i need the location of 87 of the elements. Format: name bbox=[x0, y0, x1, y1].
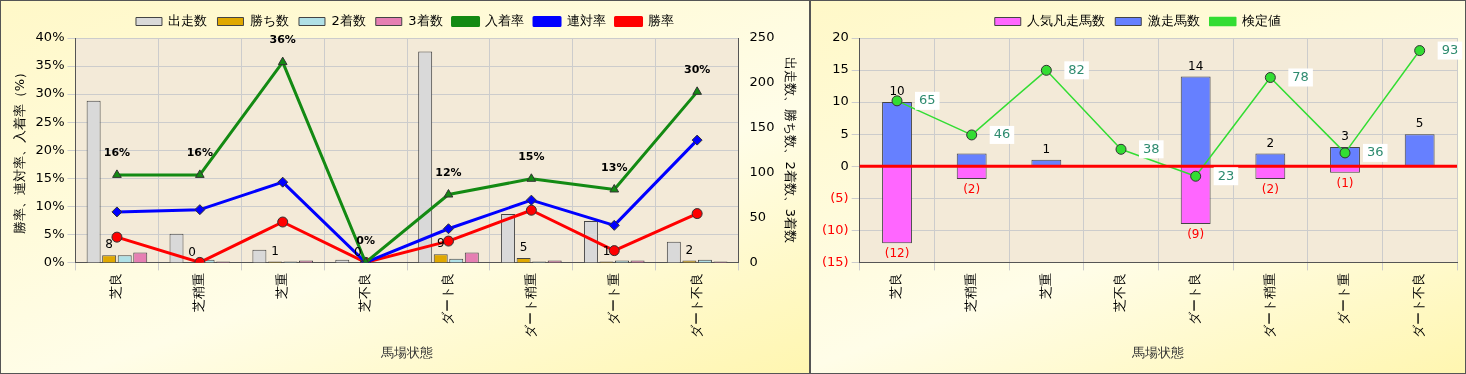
data-label: 14 bbox=[1188, 58, 1204, 73]
y-tick-label: 20% bbox=[35, 141, 65, 157]
data-label: (2) bbox=[1261, 182, 1279, 197]
y-tick-label: 0 bbox=[840, 157, 849, 173]
x-tick-label: 芝重 bbox=[1037, 273, 1053, 300]
y2-tick-label: 250 bbox=[749, 29, 775, 45]
x-tick-label: ダート不良 bbox=[1411, 273, 1427, 339]
data-label: (12) bbox=[884, 246, 910, 261]
x-tick-label: ダート良 bbox=[1187, 273, 1203, 326]
data-label: 23 bbox=[1217, 167, 1235, 183]
y-axis-title: 勝率、連対率、入着率（%） bbox=[12, 66, 28, 235]
legend-label: 連対率 bbox=[566, 12, 606, 28]
y-tick-label: (15) bbox=[822, 253, 849, 269]
x-tick-label: ダート良 bbox=[439, 273, 455, 326]
data-label: 13% bbox=[601, 160, 628, 174]
data-label: 3 bbox=[1341, 129, 1349, 144]
data-label: 1 bbox=[602, 243, 611, 258]
x-tick-label: 芝稍重 bbox=[191, 273, 207, 313]
y2-tick-label: 0 bbox=[749, 253, 758, 269]
data-label: 9 bbox=[436, 236, 445, 251]
legend-label: 出走数 bbox=[168, 12, 208, 28]
x-tick-label: ダート不良 bbox=[688, 273, 704, 339]
y2-tick-label: 100 bbox=[749, 164, 775, 180]
data-label: 93 bbox=[1441, 41, 1459, 57]
y-tick-label: 5% bbox=[43, 225, 65, 241]
x-axis-title: 馬場状態 bbox=[380, 344, 434, 360]
y-tick-label: 30% bbox=[35, 85, 65, 101]
x-tick-label: 芝重 bbox=[274, 273, 290, 300]
legend-label: 検定値 bbox=[1242, 12, 1282, 28]
x-tick-label: ダート稍重 bbox=[522, 273, 538, 339]
x-axis-title: 馬場状態 bbox=[1131, 344, 1185, 360]
data-label: 12% bbox=[435, 165, 462, 179]
legend-label: 入着率 bbox=[485, 12, 525, 28]
x-tick-label: ダート稍重 bbox=[1261, 273, 1277, 339]
data-label: 2 bbox=[1266, 135, 1275, 150]
data-label: (9) bbox=[1187, 227, 1205, 242]
x-tick-label: ダート重 bbox=[605, 273, 621, 326]
data-label: (2) bbox=[963, 182, 981, 197]
data-label: 36% bbox=[269, 33, 296, 47]
y-tick-label: 15 bbox=[832, 61, 849, 77]
y2-tick-label: 50 bbox=[749, 208, 767, 224]
y-tick-label: 15% bbox=[35, 169, 65, 185]
y-tick-label: 10 bbox=[832, 93, 849, 109]
data-label: 5 bbox=[1415, 116, 1424, 131]
data-label: 1 bbox=[271, 243, 279, 258]
legend-label: 2着数 bbox=[331, 12, 366, 28]
data-label: 2 bbox=[685, 242, 694, 257]
data-label: 5 bbox=[519, 240, 528, 255]
y-tick-label: (5) bbox=[830, 189, 849, 205]
data-label: 1 bbox=[1042, 141, 1051, 156]
legend-label: 人気凡走馬数 bbox=[1027, 12, 1106, 28]
y-tick-label: 35% bbox=[35, 57, 65, 73]
x-tick-label: 芝不良 bbox=[1112, 273, 1128, 313]
data-label: 10 bbox=[889, 84, 905, 99]
y-tick-label: (10) bbox=[822, 221, 849, 237]
data-label: 0 bbox=[354, 244, 362, 259]
data-label: 46 bbox=[993, 126, 1011, 142]
legend-label: 激走馬数 bbox=[1147, 12, 1200, 28]
y-tick-label: 5 bbox=[840, 125, 849, 141]
data-label: 36 bbox=[1367, 144, 1384, 160]
y-tick-label: 25% bbox=[35, 113, 65, 129]
x-tick-label: 芝不良 bbox=[356, 273, 372, 313]
legend-label: 勝率 bbox=[648, 12, 675, 28]
y-tick-label: 40% bbox=[35, 29, 65, 45]
y-tick-label: 10% bbox=[35, 197, 65, 213]
y2-axis-title: 出走数、勝ち数、2着数、3着数 bbox=[782, 57, 798, 243]
data-label: (1) bbox=[1336, 175, 1354, 190]
y2-tick-label: 150 bbox=[749, 119, 775, 135]
data-label: 16% bbox=[103, 146, 131, 160]
data-label: 15% bbox=[518, 150, 545, 164]
x-tick-label: 芝良 bbox=[108, 273, 124, 300]
data-label: 65 bbox=[919, 92, 936, 108]
data-label: 82 bbox=[1068, 61, 1085, 77]
y-tick-label: 0% bbox=[43, 253, 65, 269]
data-label: 0 bbox=[188, 244, 196, 259]
y2-tick-label: 200 bbox=[749, 74, 775, 90]
x-tick-label: 芝良 bbox=[888, 273, 904, 300]
data-label: 8 bbox=[105, 237, 113, 252]
y-tick-label: 20 bbox=[832, 29, 849, 45]
data-label: 38 bbox=[1143, 140, 1160, 156]
data-label: 16% bbox=[186, 146, 213, 160]
x-tick-label: ダート重 bbox=[1336, 273, 1352, 326]
legend-label: 3着数 bbox=[408, 12, 443, 28]
x-tick-label: 芝稍重 bbox=[963, 273, 979, 313]
data-label: 78 bbox=[1292, 68, 1309, 84]
data-label: 30% bbox=[683, 63, 711, 77]
legend-label: 勝ち数 bbox=[249, 12, 289, 28]
